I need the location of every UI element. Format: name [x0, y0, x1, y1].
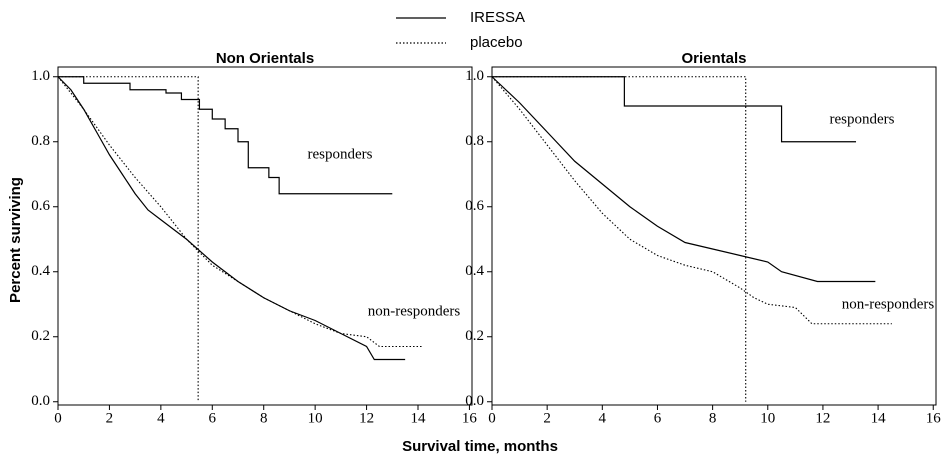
y-tick-label: 0.8 — [465, 133, 484, 149]
y-tick-label: 0.8 — [31, 133, 50, 149]
x-tick-label: 2 — [106, 410, 114, 426]
y-tick-label: 0.2 — [465, 328, 484, 344]
x-tick-label: 10 — [760, 410, 775, 426]
x-tick-label: 6 — [654, 410, 662, 426]
survival-curve — [58, 76, 199, 402]
x-tick-label: 8 — [709, 410, 717, 426]
legend-label: IRESSA — [470, 9, 525, 26]
survival-curve — [492, 76, 747, 402]
panel-title: Non Orientals — [216, 50, 314, 67]
annotation: responders — [830, 111, 895, 127]
survival-curve — [58, 76, 393, 195]
y-axis-label: Percent surviving — [7, 177, 24, 303]
x-tick-label: 6 — [209, 410, 217, 426]
survival-curve — [491, 76, 876, 283]
x-tick-label: 4 — [157, 410, 165, 426]
survival-curve — [57, 76, 424, 348]
x-tick-label: 16 — [462, 410, 478, 426]
x-tick-label: 4 — [599, 410, 607, 426]
y-tick-label: 0.0 — [465, 393, 484, 409]
y-tick-label: 0.2 — [31, 328, 50, 344]
x-tick-label: 14 — [871, 410, 887, 426]
y-tick-label: 0.4 — [465, 263, 484, 279]
plot-frame — [491, 66, 937, 406]
x-axis-label: Survival time, months — [402, 438, 558, 455]
x-tick-label: 12 — [359, 410, 374, 426]
x-tick-label: 8 — [260, 410, 268, 426]
y-tick-label: 0.4 — [31, 263, 50, 279]
annotation: non-responders — [368, 303, 461, 319]
y-tick-label: 0.6 — [465, 198, 484, 214]
survival-curve — [57, 76, 406, 361]
x-tick-label: 16 — [926, 410, 942, 426]
annotation: responders — [308, 146, 373, 162]
y-tick-label: 0.0 — [31, 393, 50, 409]
survival-curve — [492, 76, 857, 143]
x-tick-label: 0 — [54, 410, 62, 426]
x-tick-label: 12 — [815, 410, 830, 426]
x-tick-label: 0 — [488, 410, 496, 426]
x-tick-label: 14 — [411, 410, 427, 426]
x-tick-label: 10 — [308, 410, 323, 426]
y-tick-label: 1.0 — [465, 68, 484, 84]
plot-frame — [57, 66, 473, 406]
annotation: non-responders — [842, 296, 935, 312]
y-tick-label: 1.0 — [31, 68, 50, 84]
x-tick-label: 2 — [543, 410, 551, 426]
panel-title: Orientals — [681, 50, 746, 67]
y-tick-label: 0.6 — [31, 198, 50, 214]
survival-curve — [491, 76, 892, 325]
legend-label: placebo — [470, 34, 523, 51]
